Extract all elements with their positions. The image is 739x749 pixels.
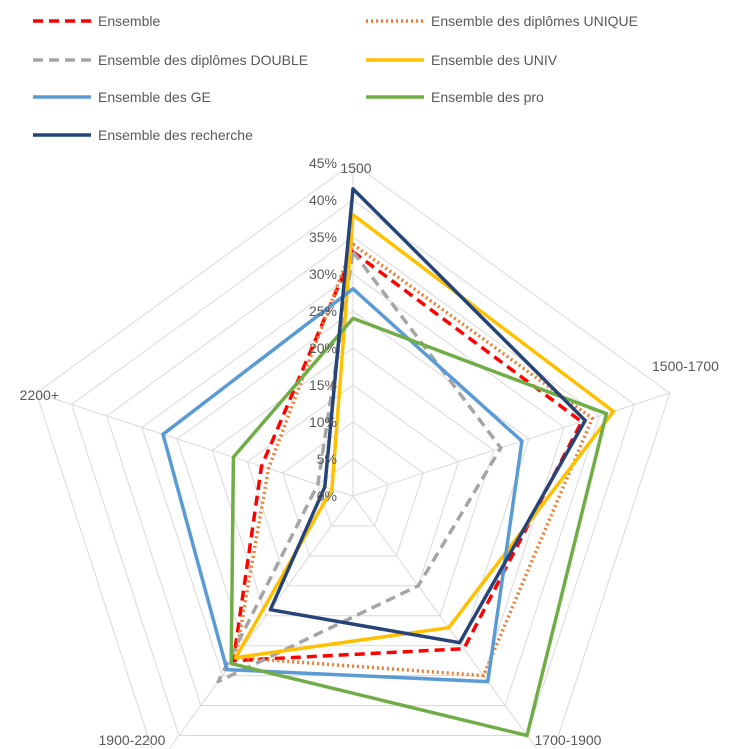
category-label: 1500-1700 xyxy=(652,358,719,374)
series-line xyxy=(231,250,584,663)
legend-item: Ensemble des UNIV xyxy=(366,52,558,68)
grid-ring xyxy=(282,421,424,557)
legend-item: Ensemble des recherche xyxy=(33,127,253,143)
legend-item: Ensemble des diplômes DOUBLE xyxy=(33,52,308,68)
series-line xyxy=(233,242,595,678)
radial-tick-label: 35% xyxy=(309,229,337,245)
legend-item: Ensemble des pro xyxy=(366,89,544,105)
grid-spoke xyxy=(352,392,670,497)
series-line xyxy=(268,187,587,645)
legend-label: Ensemble des pro xyxy=(431,89,544,105)
grid-spoke xyxy=(352,495,538,749)
radial-tick-label: 30% xyxy=(309,266,337,282)
radial-tick-label: 45% xyxy=(309,155,337,171)
radial-tick-label: 40% xyxy=(309,192,337,208)
grid-ring xyxy=(176,310,530,647)
grid-ring xyxy=(70,199,636,736)
legend-label: Ensemble xyxy=(98,13,160,29)
series-line xyxy=(161,287,524,684)
radial-tick-label: 20% xyxy=(309,340,337,356)
legend-label: Ensemble des GE xyxy=(98,89,211,105)
radial-tick-labels: 0% 5% 10% 15% 20% 25% 30% 35% 40% 45% xyxy=(309,155,337,504)
legend: Ensemble Ensemble des diplômes UNIQUE Ense… xyxy=(33,13,638,143)
legend-item: Ensemble xyxy=(33,13,160,29)
legend-item: Ensemble des GE xyxy=(33,89,211,105)
radial-tick-label: 15% xyxy=(309,377,337,393)
radial-tick-label: 5% xyxy=(317,451,337,467)
grid-ring xyxy=(106,236,600,706)
category-axis-labels: 1500 1500-1700 1700-1900 1900-2200 2200+ xyxy=(20,160,719,748)
radial-tick-label: 25% xyxy=(309,303,337,319)
legend-label: Ensemble des recherche xyxy=(98,127,253,143)
grid-ring xyxy=(211,347,495,617)
legend-label: Ensemble des diplômes UNIQUE xyxy=(431,13,638,29)
radial-tick-label: 0% xyxy=(317,488,337,504)
grid-spoke xyxy=(168,495,354,749)
grid-spoke xyxy=(36,392,354,497)
category-label: 1900-2200 xyxy=(99,732,166,748)
legend-label: Ensemble des diplômes DOUBLE xyxy=(98,52,308,68)
category-label: 1700-1900 xyxy=(535,732,602,748)
grid-ring xyxy=(35,162,671,749)
grid-ring xyxy=(246,384,460,587)
series-line xyxy=(233,213,616,660)
legend-label: Ensemble des UNIV xyxy=(431,52,558,68)
category-label: 2200+ xyxy=(20,387,59,403)
legend-item: Ensemble des diplômes UNIQUE xyxy=(366,13,638,29)
radial-tick-label: 10% xyxy=(309,414,337,430)
radar-series xyxy=(161,187,616,738)
series-line xyxy=(216,250,503,684)
category-label: 1500 xyxy=(340,160,371,176)
